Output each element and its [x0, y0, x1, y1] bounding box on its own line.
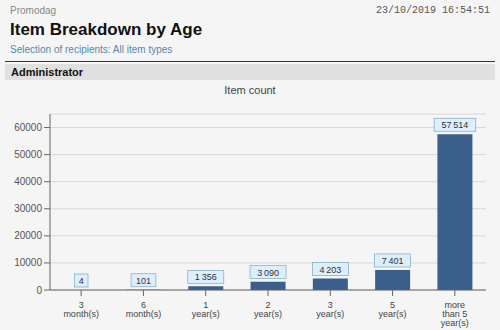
svg-text:5year(s): 5year(s) [379, 300, 407, 319]
html-text:Item Breakdown by Age: Item Breakdown by Age [10, 20, 203, 39]
svg-text:60000: 60000 [14, 122, 42, 133]
svg-text:0: 0 [36, 285, 42, 296]
html-text:Promodag: Promodag [10, 5, 57, 16]
svg-text:3year(s): 3year(s) [316, 300, 344, 319]
html-text:Administrator: Administrator [11, 66, 84, 78]
html-text:23/10/2019 16:54:51: 23/10/2019 16:54:51 [376, 5, 490, 16]
svg-text:101: 101 [136, 276, 151, 286]
svg-text:50000: 50000 [14, 149, 42, 160]
svg-text:4 203: 4 203 [319, 265, 341, 275]
svg-text:1year(s): 1year(s) [192, 300, 220, 319]
svg-text:1 356: 1 356 [195, 272, 217, 282]
svg-text:7 401: 7 401 [382, 256, 404, 266]
svg-text:10000: 10000 [14, 257, 42, 268]
svg-text:30000: 30000 [14, 203, 42, 214]
svg-text:2year(s): 2year(s) [254, 300, 282, 319]
svg-text:40000: 40000 [14, 176, 42, 187]
svg-text:morethan 5year(s): morethan 5year(s) [441, 300, 469, 328]
svg-text:3month(s): 3month(s) [63, 300, 99, 319]
svg-text:4: 4 [79, 276, 84, 286]
svg-text:20000: 20000 [14, 230, 42, 241]
svg-text:3 090: 3 090 [257, 268, 279, 278]
svg-text:57 514: 57 514 [441, 120, 468, 130]
html-text:Selection of recipients: All i: Selection of recipients: All item types [10, 44, 173, 55]
html-text:Item count: Item count [224, 84, 276, 96]
svg-text:6month(s): 6month(s) [126, 300, 162, 319]
